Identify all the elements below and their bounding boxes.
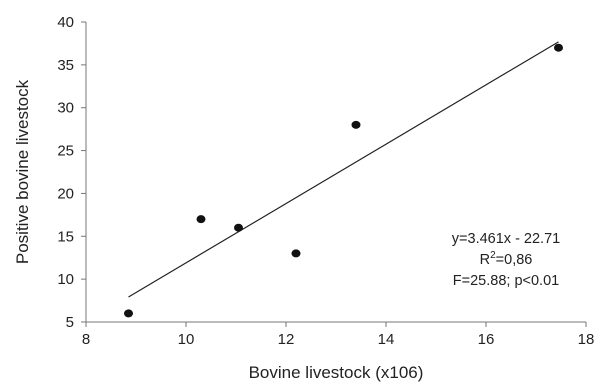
y-axis-title: Positive bovine livestock	[13, 79, 32, 264]
y-tick-label: 5	[66, 314, 74, 331]
y-tick-label: 10	[57, 271, 74, 288]
x-tick-label: 16	[478, 331, 495, 348]
x-tick-label: 8	[82, 331, 90, 348]
f-statistic-label: F=25.88; p<0.01	[453, 273, 559, 289]
data-point	[196, 215, 206, 224]
r-squared-label: R2=0,86	[480, 250, 533, 268]
regression-line	[128, 41, 559, 298]
y-tick-label: 35	[57, 57, 74, 74]
r-squared-value: =0,86	[496, 252, 533, 268]
data-point	[554, 43, 563, 52]
data-point	[234, 223, 243, 232]
x-ticks: 8 10 12 14 16 18	[82, 322, 595, 348]
data-point	[124, 309, 133, 318]
axes	[85, 22, 586, 323]
x-tick-label: 12	[278, 331, 295, 348]
x-axis-title: Bovine livestock (x106)	[249, 363, 424, 382]
y-tick-label: 15	[57, 228, 74, 245]
r-squared-superscript: 2	[490, 250, 496, 261]
data-point	[351, 120, 361, 129]
x-tick-label: 14	[378, 331, 395, 348]
x-tick-label: 10	[178, 331, 195, 348]
r-squared-prefix: R	[480, 252, 490, 268]
data-points	[124, 43, 563, 318]
y-tick-label: 25	[57, 143, 74, 160]
y-tick-label: 40	[57, 14, 74, 31]
x-tick-label: 18	[578, 331, 595, 348]
regression-annotation: y=3.461x - 22.71 R2=0,86 F=25.88; p<0.01	[452, 231, 560, 289]
data-point	[291, 249, 301, 258]
y-tick-label: 20	[57, 185, 74, 202]
equation-label: y=3.461x - 22.71	[452, 231, 560, 247]
y-tick-label: 30	[57, 100, 74, 117]
y-ticks: 5 10 15 20 25 30 35 40	[57, 14, 86, 331]
